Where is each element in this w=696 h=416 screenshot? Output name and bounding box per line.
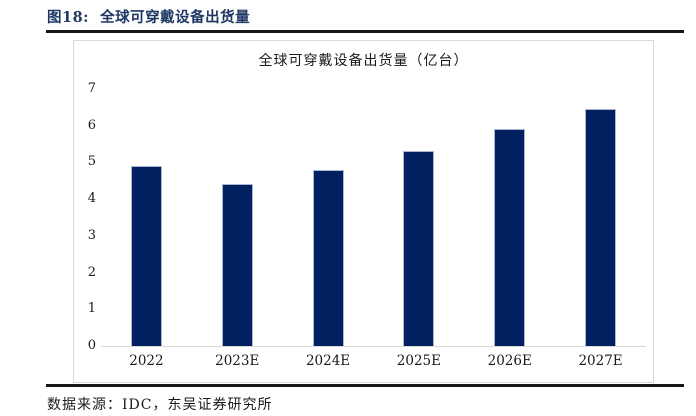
x-tick-label-2027E: 2027E	[578, 353, 623, 369]
x-tick-label-2025E: 2025E	[396, 353, 441, 369]
y-tick-label-3: 3	[87, 227, 96, 243]
x-tick-label-2024E: 2024E	[305, 353, 351, 369]
plot-area	[101, 89, 646, 347]
bar-series	[101, 89, 646, 346]
bar-column-2025E	[373, 89, 464, 346]
data-source-note: 数据来源：IDC，东吴证券研究所	[47, 397, 273, 413]
x-axis-line	[101, 346, 646, 347]
bar-2027E	[585, 109, 617, 346]
figure-title: 图18: 全球可穿戴设备出货量	[47, 9, 251, 26]
y-tick-label-7: 7	[87, 81, 96, 96]
bar-2025E	[403, 151, 435, 346]
y-tick-label-2: 2	[87, 264, 96, 280]
y-tick-label-5: 5	[87, 154, 96, 170]
x-tick-label-2023E: 2023E	[215, 353, 260, 369]
y-axis: 0 1 2 3 4 5 6 7	[74, 81, 96, 353]
top-rule	[46, 30, 684, 33]
x-tick-label-2026E: 2026E	[487, 353, 532, 369]
x-tick-label-2022: 2022	[129, 353, 164, 369]
bar-2023E	[221, 184, 253, 346]
y-tick-label-6: 6	[87, 117, 96, 133]
chart-title: 全球可穿戴设备出货量（亿台）	[258, 53, 469, 69]
bar-column-2023E	[192, 89, 283, 346]
bar-column-2026E	[464, 89, 555, 346]
bottom-rule	[46, 384, 684, 387]
y-tick-label-0: 0	[87, 338, 96, 353]
bar-2026E	[494, 129, 526, 346]
bar-column-2027E	[555, 89, 646, 346]
x-axis-labels: 2022 2023E 2024E 2025E 2026E 2027E	[101, 353, 646, 369]
y-tick-label-1: 1	[87, 301, 96, 317]
bar-column-2022	[101, 89, 192, 346]
y-tick-label-4: 4	[87, 191, 96, 207]
bar-2024E	[312, 169, 344, 346]
bar-column-2024E	[283, 89, 374, 346]
bar-2022	[130, 166, 162, 346]
